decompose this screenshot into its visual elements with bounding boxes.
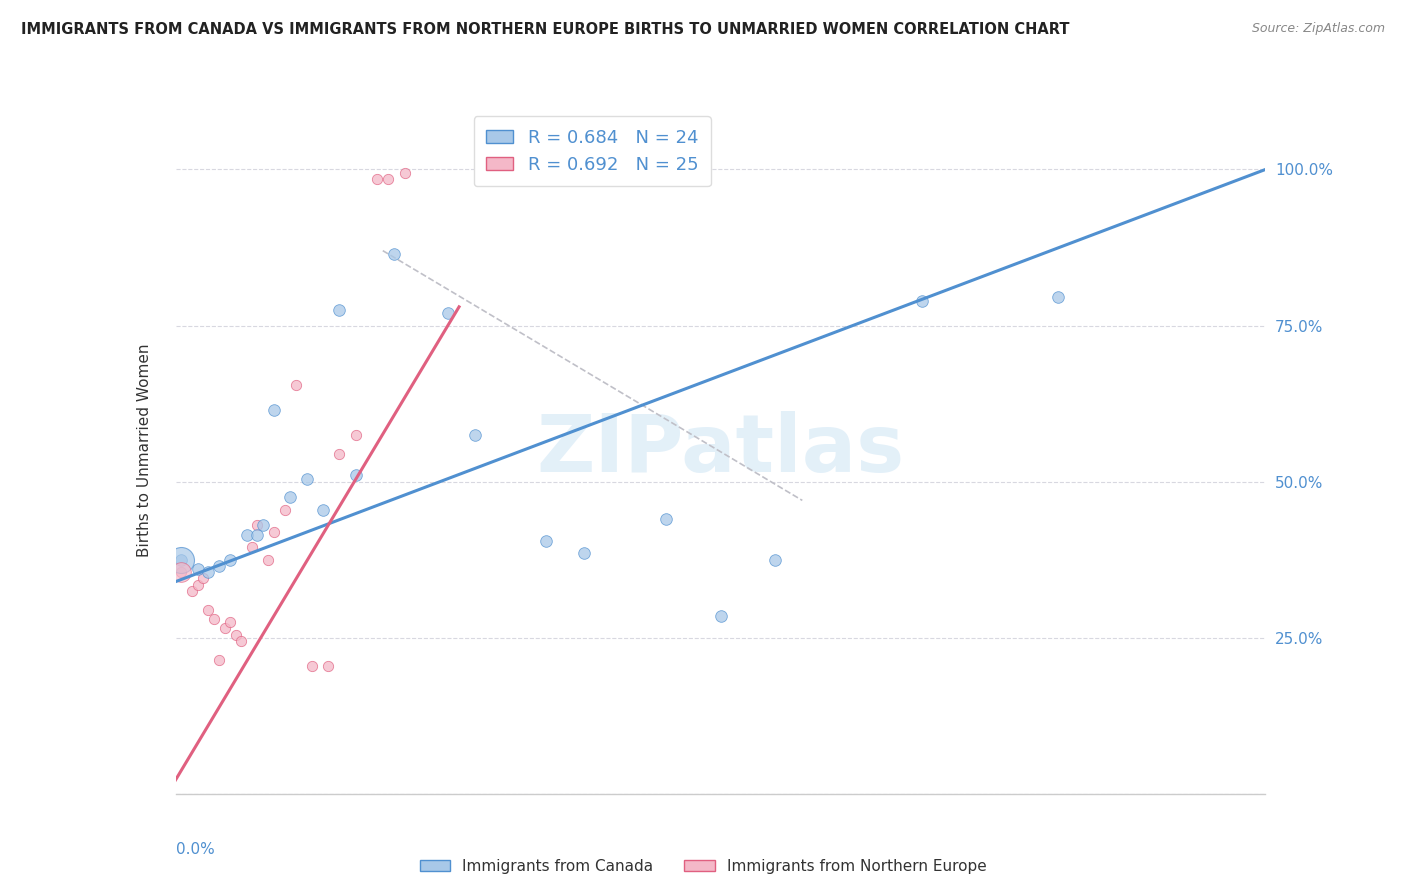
Point [225, 628, 247, 642]
Point [170, 552, 193, 567]
Point [344, 428, 367, 442]
Point [170, 566, 193, 580]
Point [574, 546, 596, 561]
Point [219, 615, 242, 630]
Point [257, 552, 280, 567]
Text: 0.0%: 0.0% [176, 842, 215, 857]
Point [710, 609, 733, 624]
Point [208, 558, 231, 574]
Point [214, 621, 236, 635]
Point [208, 653, 231, 667]
Text: IMMIGRANTS FROM CANADA VS IMMIGRANTS FROM NORTHERN EUROPE BIRTHS TO UNMARRIED WO: IMMIGRANTS FROM CANADA VS IMMIGRANTS FRO… [21, 22, 1070, 37]
Y-axis label: Births to Unmarried Women: Births to Unmarried Women [138, 343, 152, 558]
Point [318, 658, 340, 673]
Point [437, 306, 460, 320]
Point [464, 428, 486, 442]
Point [377, 171, 399, 186]
Point [301, 658, 323, 673]
Point [263, 524, 285, 539]
Text: Source: ZipAtlas.com: Source: ZipAtlas.com [1251, 22, 1385, 36]
Text: ZIPatlas: ZIPatlas [537, 411, 904, 490]
Point [181, 583, 204, 598]
Point [235, 528, 257, 542]
Point [246, 528, 269, 542]
Point [197, 603, 219, 617]
Point [328, 446, 350, 460]
Point [295, 471, 318, 485]
Point [366, 171, 388, 186]
Point [278, 491, 301, 505]
Point [328, 303, 350, 318]
Point [1047, 291, 1070, 305]
Point [202, 612, 225, 626]
Point [170, 552, 193, 567]
Point [231, 633, 253, 648]
Point [534, 533, 557, 548]
Point [263, 403, 285, 417]
Point [240, 541, 263, 555]
Point [911, 293, 934, 308]
Point [274, 503, 297, 517]
Point [763, 552, 786, 567]
Point [382, 246, 405, 260]
Point [252, 518, 274, 533]
Point [219, 552, 242, 567]
Point [284, 378, 307, 392]
Point [197, 566, 219, 580]
Point [312, 503, 335, 517]
Point [170, 566, 193, 580]
Point [246, 518, 269, 533]
Point [186, 578, 209, 592]
Point [186, 562, 209, 576]
Point [655, 512, 678, 526]
Legend: Immigrants from Canada, Immigrants from Northern Europe: Immigrants from Canada, Immigrants from … [413, 853, 993, 880]
Point [394, 166, 416, 180]
Legend: R = 0.684   N = 24, R = 0.692   N = 25: R = 0.684 N = 24, R = 0.692 N = 25 [474, 116, 711, 186]
Point [191, 572, 214, 586]
Point [546, 166, 568, 180]
Point [344, 468, 367, 483]
